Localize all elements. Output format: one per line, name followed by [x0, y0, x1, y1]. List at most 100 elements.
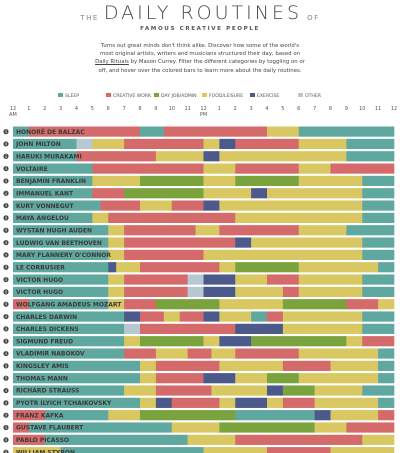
- row-label[interactable]: HONORÉ DE BALZAC: [16, 128, 85, 136]
- bar-segment-creative[interactable]: [92, 163, 204, 174]
- bar-segment-creative[interactable]: [124, 225, 196, 236]
- row-label[interactable]: SIGMUND FREUD: [16, 338, 73, 345]
- bar-segment-creative[interactable]: [362, 336, 395, 347]
- bar-segment-food[interactable]: [330, 447, 395, 453]
- legend-label-sleep[interactable]: SLEEP: [65, 93, 79, 99]
- legend-label-other[interactable]: OTHER: [305, 93, 322, 99]
- bar-segment-creative[interactable]: [187, 348, 212, 359]
- bar-segment-food[interactable]: [155, 151, 204, 162]
- bar-segment-creative[interactable]: [155, 385, 212, 396]
- bar-segment-creative[interactable]: [28, 126, 141, 137]
- bar-segment-sleep[interactable]: [13, 262, 109, 273]
- bar-segment-sleep[interactable]: [13, 237, 109, 248]
- legend-label-food[interactable]: FOOD/LEISURE: [209, 93, 243, 99]
- bar-segment-food[interactable]: [211, 385, 268, 396]
- bar-segment-food[interactable]: [219, 200, 284, 211]
- bar-segment-creative[interactable]: [179, 311, 204, 322]
- row-label[interactable]: WILLIAM STYRON: [16, 449, 75, 453]
- bar-segment-food[interactable]: [108, 237, 125, 248]
- bar-segment-food[interactable]: [298, 262, 379, 273]
- bar-segment-exercise[interactable]: [251, 188, 268, 199]
- bar-segment-exercise[interactable]: [203, 274, 236, 285]
- row-label[interactable]: MAYA ANGELOU: [16, 215, 69, 222]
- bar-segment-day_job[interactable]: [267, 373, 300, 384]
- row-label[interactable]: CHARLES DARWIN: [16, 314, 77, 321]
- bar-segment-creative[interactable]: [124, 237, 236, 248]
- bar-segment-other[interactable]: [124, 323, 141, 334]
- bar-segment-food[interactable]: [140, 200, 173, 211]
- bar-segment-sleep[interactable]: [60, 447, 204, 453]
- bar-segment-creative[interactable]: [13, 299, 30, 310]
- bar-segment-sleep[interactable]: [44, 410, 109, 421]
- bar-segment-exercise[interactable]: [235, 237, 252, 248]
- bar-segment-exercise[interactable]: [203, 373, 236, 384]
- bar-segment-food[interactable]: [219, 360, 284, 371]
- info-icon[interactable]: [3, 239, 9, 246]
- bar-segment-food[interactable]: [298, 373, 379, 384]
- legend-swatch-creative[interactable]: [106, 93, 111, 97]
- daily-rituals-link[interactable]: Daily Rituals: [95, 59, 129, 66]
- bar-segment-sleep[interactable]: [378, 397, 395, 408]
- bar-segment-sleep[interactable]: [378, 360, 395, 371]
- bar-segment-exercise[interactable]: [203, 200, 220, 211]
- bar-segment-food[interactable]: [235, 212, 315, 224]
- bar-segment-food[interactable]: [219, 262, 236, 273]
- row-label[interactable]: BENJAMIN FRANKLIN: [16, 178, 86, 185]
- bar-segment-sleep[interactable]: [13, 397, 141, 408]
- row-label[interactable]: KURT VONNEGUT: [16, 203, 75, 210]
- bar-segment-day_job[interactable]: [235, 262, 300, 273]
- info-icon[interactable]: [3, 400, 9, 406]
- bar-segment-sleep[interactable]: [13, 212, 93, 224]
- bar-segment-food[interactable]: [267, 397, 284, 408]
- bar-segment-other[interactable]: [76, 138, 93, 150]
- bar-segment-sleep[interactable]: [13, 373, 141, 384]
- bar-segment-creative[interactable]: [267, 311, 284, 322]
- bar-segment-food[interactable]: [203, 336, 220, 347]
- info-icon[interactable]: [3, 264, 9, 270]
- bar-segment-sleep[interactable]: [13, 175, 93, 187]
- info-icon[interactable]: [3, 178, 9, 184]
- bar-segment-food[interactable]: [330, 360, 379, 371]
- bar-segment-food[interactable]: [187, 422, 220, 433]
- bar-segment-exercise[interactable]: [203, 151, 220, 162]
- bar-segment-food[interactable]: [203, 249, 363, 260]
- bar-segment-food[interactable]: [330, 410, 379, 421]
- bar-segment-creative[interactable]: [330, 163, 395, 174]
- bar-segment-sleep[interactable]: [362, 286, 395, 297]
- bar-segment-food[interactable]: [219, 397, 236, 408]
- info-icon[interactable]: [3, 227, 9, 233]
- bar-segment-sleep[interactable]: [346, 151, 395, 162]
- bar-segment-sleep[interactable]: [378, 348, 395, 359]
- bar-segment-food[interactable]: [108, 274, 125, 285]
- bar-segment-sleep[interactable]: [362, 200, 395, 211]
- bar-segment-food[interactable]: [298, 138, 331, 150]
- bar-segment-food[interactable]: [282, 323, 363, 334]
- bar-segment-creative[interactable]: [219, 225, 300, 236]
- bar-segment-food[interactable]: [13, 447, 61, 453]
- bar-segment-sleep[interactable]: [362, 323, 395, 334]
- row-label[interactable]: VICTOR HUGO: [16, 277, 63, 284]
- bar-segment-sleep[interactable]: [13, 126, 30, 137]
- bar-segment-sleep[interactable]: [251, 311, 268, 322]
- bar-segment-creative[interactable]: [155, 249, 204, 260]
- bar-segment-sleep[interactable]: [13, 163, 93, 174]
- info-icon[interactable]: [3, 387, 9, 394]
- info-icon[interactable]: [3, 165, 9, 172]
- bar-segment-food[interactable]: [116, 262, 141, 273]
- bar-segment-sleep[interactable]: [13, 138, 77, 150]
- bar-segment-sleep[interactable]: [362, 188, 395, 199]
- legend-label-day_job[interactable]: DAY JOB/ADMIN: [161, 93, 197, 99]
- bar-segment-creative[interactable]: [235, 163, 300, 174]
- bar-segment-exercise[interactable]: [219, 336, 252, 347]
- legend-swatch-other[interactable]: [298, 93, 303, 97]
- bar-segment-sleep[interactable]: [13, 348, 125, 359]
- bar-segment-creative[interactable]: [155, 373, 204, 384]
- bar-segment-exercise[interactable]: [235, 397, 268, 408]
- bar-segment-creative[interactable]: [124, 348, 157, 359]
- row-label[interactable]: VLADIMIR NABOKOV: [16, 351, 85, 358]
- row-label[interactable]: PABLO PICASSO: [16, 437, 69, 444]
- bar-segment-sleep[interactable]: [346, 225, 395, 236]
- bar-segment-food[interactable]: [314, 385, 363, 396]
- bar-segment-day_job[interactable]: [251, 336, 347, 347]
- info-icon[interactable]: [3, 141, 9, 147]
